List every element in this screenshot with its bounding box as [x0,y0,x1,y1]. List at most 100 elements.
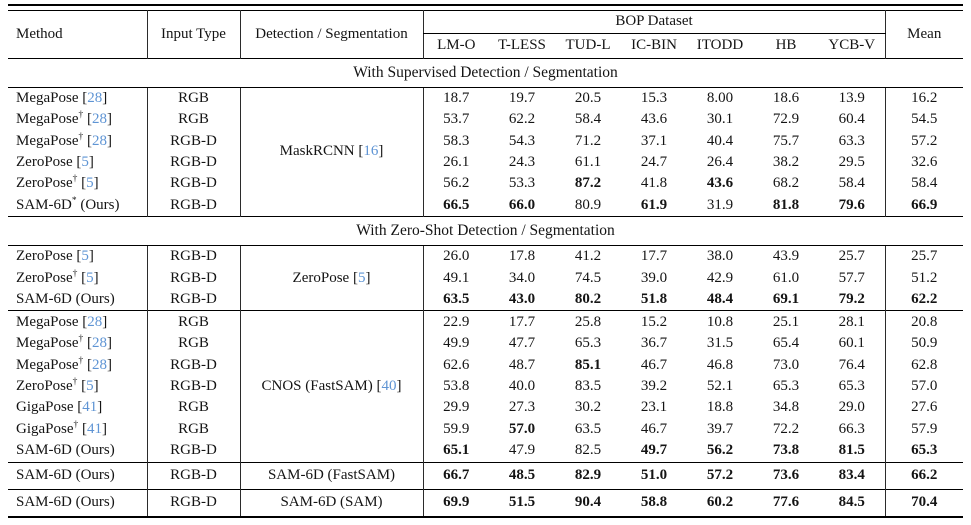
value-cell: 15.3 [640,89,668,106]
citation-link[interactable]: 5 [81,248,89,265]
table-row: MegaPose [28] RGB MaskRCNN [16] 18.7 19.7 20.… [8,87,963,217]
method-cell: ZeroPose [5] [16,248,94,265]
value-cell: 27.3 [508,399,536,416]
value-cell: 36.7 [640,335,668,352]
input-type-cell: RGB [146,418,240,441]
value-cell: 31.9 [706,196,734,213]
citation-link[interactable]: 40 [381,377,397,394]
citation-link[interactable]: 5 [86,175,94,192]
method-cell: SAM-6D (Ours) [16,291,115,308]
citation-link[interactable]: 5 [86,269,94,286]
value-cell: 51.0 [621,461,687,489]
col-header-bop-dataset: BOP Dataset [422,10,885,34]
value-cell: 41.8 [640,175,668,192]
value-cell: 39.2 [640,377,668,394]
method-cell: MegaPose† [28] [16,110,112,128]
value-cell: 65.1 [422,440,489,462]
citation-link[interactable]: 16 [363,143,379,160]
method-superscript: † [78,110,84,121]
method-cell: SAM-6D (Ours) [8,461,147,489]
method-cell: MegaPose† [28] [16,334,112,352]
value-cell: 83.4 [819,461,885,489]
method-superscript: † [72,376,78,387]
value-cell: 73.0 [772,356,800,373]
input-type-cell: RGB-D [146,151,240,174]
table-row: SAM-6D (Ours) RGB-D 63.5 43.0 80.2 51.8 48.4 69… [8,289,963,311]
value-cell: 28.1 [819,310,885,333]
value-cell: 77.6 [753,488,819,517]
citation-link[interactable]: 28 [92,111,107,128]
value-cell: 74.5 [574,269,602,286]
value-cell: 73.8 [772,442,800,459]
table-row: GigaPose† [41] RGB 59.9 57.0 63.5 46.7 39.7 72.… [8,418,963,441]
table-row: ZeroPose† [5] RGB-D 49.1 34.0 74.5 39.0 42.9 61… [8,267,963,289]
value-cell: 57.7 [838,269,865,286]
value-cell: 34.8 [772,399,800,416]
value-cell: 25.1 [753,310,819,333]
col-header-dataset: HB [775,37,797,53]
mean-value-cell: 65.3 [884,440,963,462]
value-cell: 58.8 [621,488,687,517]
value-cell: 41.2 [574,248,602,265]
input-type-cell: RGB [146,108,240,131]
table-row: SAM-6D* (Ours) RGB-D 66.5 66.0 80.9 61.9 31.9 8… [8,194,963,217]
method-superscript: † [72,174,78,185]
value-cell: 37.1 [640,132,668,149]
value-cell: 81.8 [772,196,800,213]
citation-link[interactable]: 41 [87,420,102,437]
value-cell: 61.0 [772,269,800,286]
value-cell: 72.9 [772,111,800,128]
input-type-cell: RGB-D [146,245,240,268]
value-cell: 38.0 [706,248,734,265]
citation-link[interactable]: 28 [87,313,103,330]
table-row: MegaPose† [28] RGB 53.7 62.2 58.4 43.6 30.1 72.… [8,108,963,131]
input-type-cell: RGB-D [146,194,240,217]
value-cell: 49.9 [422,332,489,355]
value-cell: 13.9 [838,89,865,106]
col-header-dataset: TUD-L [565,37,611,53]
citation-link[interactable]: 5 [86,377,94,394]
citation-link[interactable]: 28 [92,356,107,373]
value-cell: 26.0 [422,245,489,268]
citation-link[interactable]: 5 [357,269,366,286]
table-row: SAM-6D (Ours) RGB-D SAM-6D (FastSAM) 66.7 48… [8,461,963,489]
citation-link[interactable]: 28 [92,335,107,352]
value-cell: 59.9 [422,418,489,441]
value-cell: 42.9 [706,269,734,286]
value-cell: 60.2 [687,488,753,517]
table-row: SAM-6D (Ours) RGB-D SAM-6D (SAM) 69.9 51.5 90… [8,488,963,517]
citation-link[interactable]: 28 [92,132,107,149]
value-cell: 43.0 [508,291,536,308]
citation-link[interactable]: 5 [81,154,89,171]
method-superscript: † [78,131,84,142]
section-title: With Zero-Shot Detection / Segmentation [8,216,963,247]
detector-cell: SAM-6D (SAM) [239,488,423,517]
value-cell: 57.0 [508,420,536,437]
input-type-cell: RGB [146,310,240,333]
value-cell: 79.2 [838,291,865,308]
value-cell: 63.5 [574,420,602,437]
value-cell: 20.5 [574,89,602,106]
value-cell: 53.3 [508,175,536,192]
mean-value-cell: 70.4 [884,488,963,517]
value-cell: 10.8 [687,310,753,333]
value-cell: 48.5 [489,461,555,489]
value-cell: 63.3 [838,132,865,149]
table-row: ZeroPose [5] RGB-D ZeroPose [5] 26.0 17.8 41.… [8,245,963,311]
input-type-cell: RGB-D [146,488,240,517]
value-cell: 47.7 [508,335,536,352]
col-header-mean: Mean [884,10,963,58]
header-row-2: LM-O T-LESS TUD-L IC-BIN ITODD HB YCB-V [8,33,963,58]
input-type-cell: RGB-D [146,173,240,195]
mean-value-cell: 57.9 [884,418,963,441]
value-cell: 46.7 [640,420,668,437]
value-cell: 24.7 [640,154,668,171]
col-header-input-type: Input Type [146,10,240,58]
citation-link[interactable]: 28 [87,89,103,106]
mean-value-cell: 57.0 [884,375,963,398]
table-row: ZeroPose† [5] RGB-D 53.8 40.0 83.5 39.2 52.1 65… [8,375,963,398]
value-cell: 82.5 [574,442,602,459]
value-cell: 65.3 [838,377,865,394]
citation-link[interactable]: 41 [82,399,98,416]
table-row: ZeroPose† [5] RGB-D 56.2 53.3 87.2 41.8 43.6 68… [8,173,963,195]
